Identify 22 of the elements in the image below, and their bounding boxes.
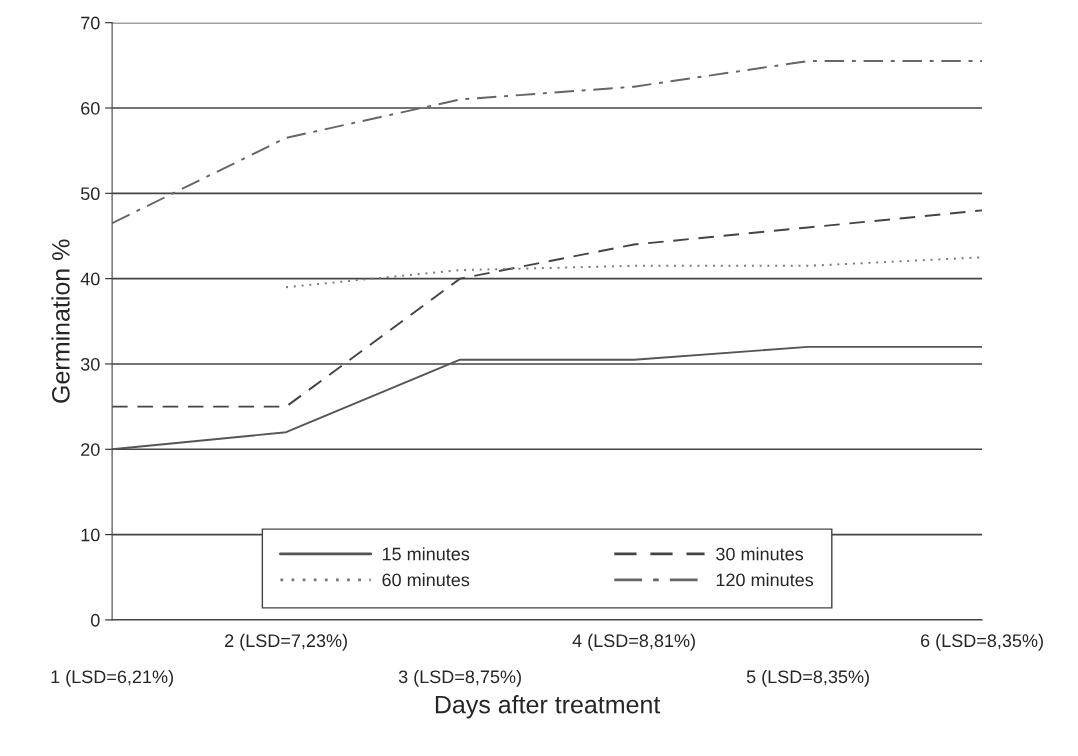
x-tick-label: 5 (LSD=8,35%) bbox=[746, 669, 869, 687]
y-tick-label: 10 bbox=[81, 528, 100, 542]
legend-label: 60 minutes bbox=[382, 573, 470, 587]
y-tick-label: 30 bbox=[80, 357, 100, 371]
y-tick-label: 60 bbox=[81, 101, 100, 115]
x-tick-label: 1 (LSD=6,21%) bbox=[51, 669, 173, 687]
y-tick-label: 50 bbox=[80, 187, 100, 201]
line-series bbox=[112, 345, 983, 451]
x-tick-label: 2 (LSD=7,23%) bbox=[225, 633, 347, 651]
y-tick-label: 70 bbox=[81, 16, 100, 30]
line-series bbox=[112, 60, 983, 225]
legend-label: 30 minutes bbox=[716, 547, 804, 561]
y-tick-label: 40 bbox=[80, 272, 100, 286]
y-axis-title: Germination % bbox=[51, 239, 70, 403]
x-tick-label: 6 (LSD=8,35%) bbox=[921, 633, 1043, 651]
legend-label: 15 minutes bbox=[382, 547, 470, 561]
x-tick-label: 3 (LSD=8,75%) bbox=[398, 669, 521, 687]
legend-label: 120 minutes bbox=[716, 573, 814, 587]
x-axis-title: Days after treatment bbox=[435, 695, 661, 719]
y-tick-label: 20 bbox=[81, 443, 100, 456]
y-tick-label: 0 bbox=[90, 613, 100, 627]
x-tick-label: 4 (LSD=8,81%) bbox=[572, 633, 695, 651]
